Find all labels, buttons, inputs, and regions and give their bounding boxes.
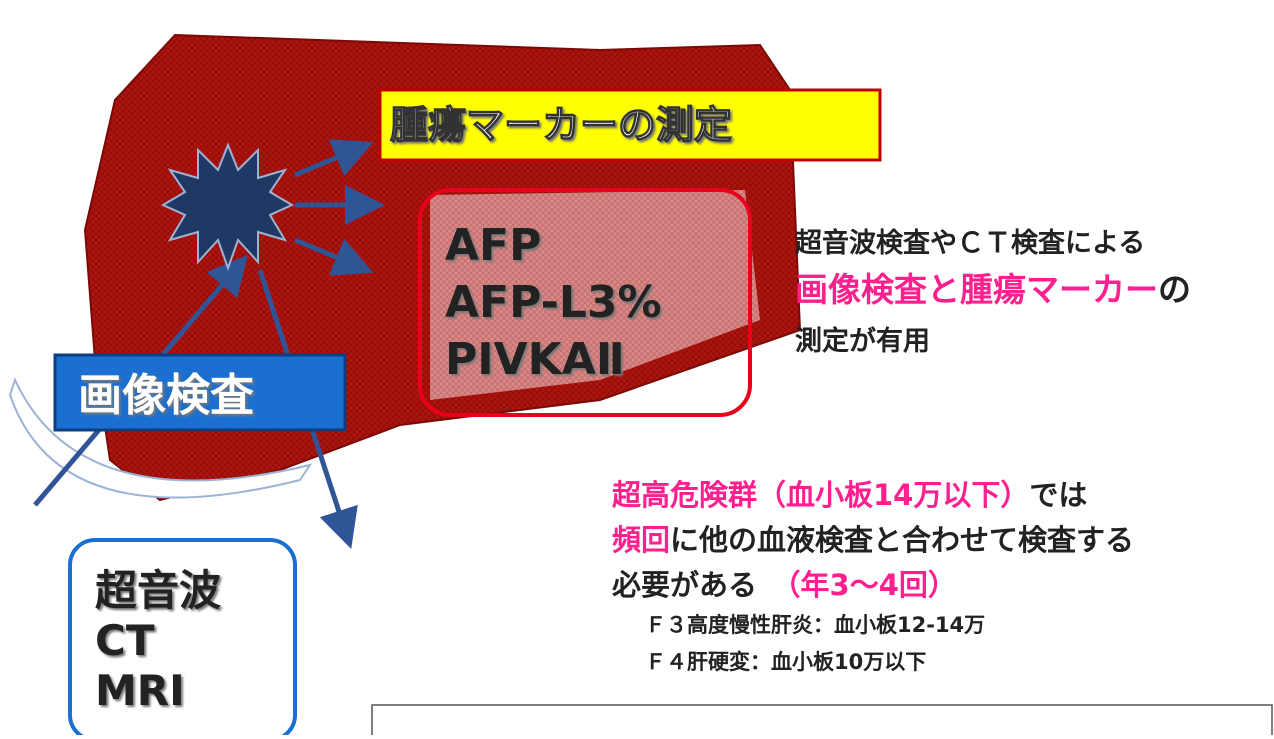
high_risk-line: 必要がある （年3～4回） <box>612 568 957 602</box>
text-segment: の <box>1158 270 1191 309</box>
text-segment: 超音波検査やＣＴ検査による <box>795 227 1145 259</box>
marker: AFP-L3% <box>445 277 662 328</box>
note: Ｆ３高度慢性肝炎：血小板12-14万 <box>645 613 985 637</box>
text-segment: 必要がある <box>612 568 786 602</box>
imaging-method: MRI <box>95 666 185 715</box>
imaging-method: CT <box>95 616 155 665</box>
imaging-label-box <box>53 353 347 432</box>
text-segment: 画像検査と腫瘍マーカー <box>795 270 1158 309</box>
imaging-method: 超音波 <box>95 566 221 615</box>
text-segment: （年3～4回） <box>786 568 957 602</box>
high_risk-line: 超高危険群（血小板14万以下）では <box>612 478 1087 512</box>
text-segment: 測定が有用 <box>795 325 930 357</box>
marker-title-box <box>378 88 882 162</box>
summary-line: 超音波検査やＣＴ検査による <box>795 227 1145 259</box>
summary-line: 画像検査と腫瘍マーカーの <box>795 270 1191 309</box>
text-segment: 超高危険群（血小板14万以下） <box>612 478 1029 512</box>
summary-line: 測定が有用 <box>795 325 930 357</box>
liver-highlight <box>430 190 760 400</box>
text-segment: では <box>1029 478 1087 512</box>
probe-arc <box>8 377 313 499</box>
marker: AFP <box>445 220 541 271</box>
imaging-list-box <box>68 538 297 739</box>
note: Ｆ４肝硬変：血小板10万以下 <box>645 650 926 674</box>
high_risk-line: 頻回に他の血液検査と合わせて検査する <box>612 523 1134 557</box>
text-segment: 頻回 <box>612 523 670 557</box>
marker-title: 腫瘍マーカーの測定 <box>390 103 732 147</box>
marker-list-box <box>418 188 752 417</box>
text-segment: に他の血液検査と合わせて検査する <box>670 523 1134 557</box>
imaging-label: 画像検査 <box>78 370 254 421</box>
empty-box <box>371 704 1273 739</box>
tumor <box>160 142 295 271</box>
marker: PIVKAⅡ <box>445 334 625 385</box>
